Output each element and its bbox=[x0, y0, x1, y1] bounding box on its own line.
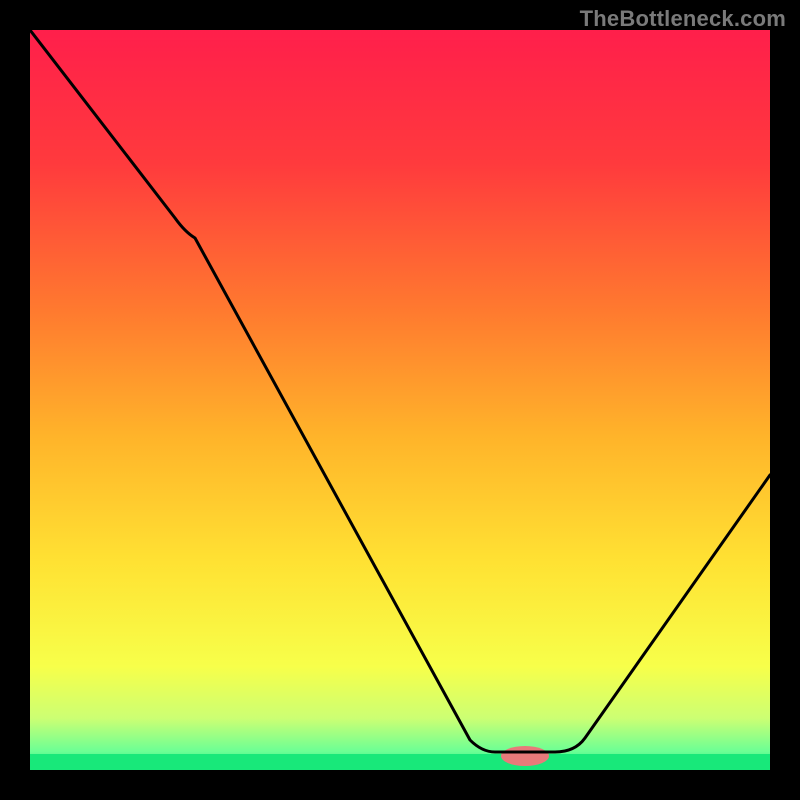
watermark-text: TheBottleneck.com bbox=[580, 6, 786, 32]
plot-background bbox=[30, 30, 770, 770]
chart-frame: TheBottleneck.com bbox=[0, 0, 800, 800]
bottom-green-band bbox=[30, 754, 770, 770]
chart-svg bbox=[0, 0, 800, 800]
optimal-marker bbox=[501, 746, 549, 766]
